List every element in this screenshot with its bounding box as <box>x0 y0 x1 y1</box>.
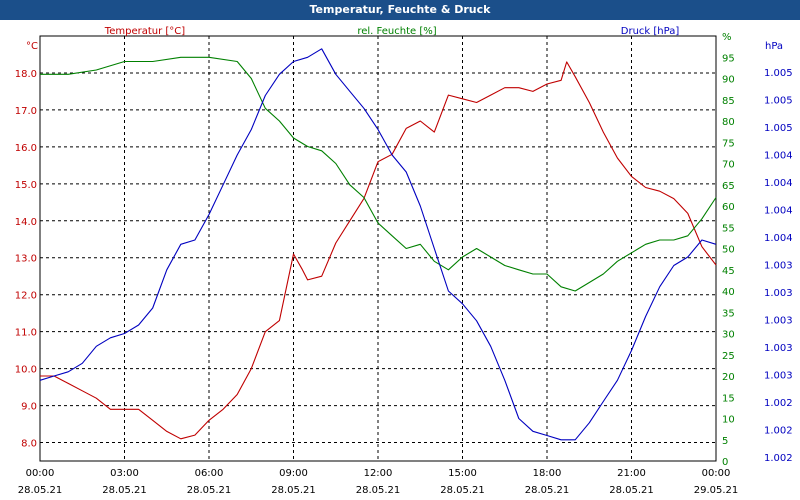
temp-tick-label: 10.0 <box>15 365 37 376</box>
pressure-tick-label: 1.003 <box>764 316 793 327</box>
humidity-tick-label: 85 <box>722 96 735 107</box>
temp-tick-label: 8.0 <box>21 439 37 450</box>
x-tick-time: 12:00 <box>364 468 393 479</box>
x-tick-date: 28.05.21 <box>102 485 147 496</box>
temp-tick-label: 12.0 <box>15 291 37 302</box>
humidity-tick-label: 60 <box>722 202 735 213</box>
x-tick-date: 29.05.21 <box>694 485 739 496</box>
pressure-tick-label: 1.004 <box>764 151 793 162</box>
series-group <box>39 48 717 441</box>
labels-group: 8.0 9.0 10.0 11.0 12.0 13.0 14.0 15.0 16.0 17.0 18… <box>15 26 793 496</box>
temp-tick-label: 14.0 <box>15 217 37 228</box>
x-tick-time: 09:00 <box>279 468 308 479</box>
humidity-tick-label: 0 <box>722 457 728 468</box>
pressure-axis-title: Druck [hPa] <box>621 26 680 37</box>
humidity-tick-label: 50 <box>722 245 735 256</box>
temp-tick-label: 17.0 <box>15 106 37 117</box>
x-tick-time: 03:00 <box>110 468 139 479</box>
humidity-tick-label: 65 <box>722 181 735 192</box>
x-tick-time: 00:00 <box>26 468 55 479</box>
pressure-tick-label: 1.004 <box>764 178 793 189</box>
x-tick-date: 28.05.21 <box>271 485 316 496</box>
humidity-tick-label: 5 <box>722 436 728 447</box>
temp-tick-label: 11.0 <box>15 328 37 339</box>
temp-tick-label: 18.0 <box>15 69 37 80</box>
temperature-line <box>40 61 717 440</box>
humidity-tick-label: 20 <box>722 372 735 383</box>
temp-tick-label: 13.0 <box>15 254 37 265</box>
x-tick-time: 18:00 <box>533 468 562 479</box>
pressure-tick-label: 1.005 <box>764 123 793 134</box>
humidity-tick-label: 90 <box>722 75 735 86</box>
pressure-tick-label: 1.005 <box>764 96 793 107</box>
pressure-tick-label: 1.003 <box>764 343 793 354</box>
humidity-tick-label: 45 <box>722 266 735 277</box>
x-tick-time: 00:00 <box>702 468 731 479</box>
pressure-tick-label: 1.002 <box>764 453 793 464</box>
pressure-tick-label: 1.004 <box>764 206 793 217</box>
humidity-tick-label: 40 <box>722 287 735 298</box>
chart-title: Temperatur, Feuchte & Druck <box>0 0 800 20</box>
pressure-tick-label: 1.004 <box>764 233 793 244</box>
pressure-tick-label: 1.002 <box>764 426 793 437</box>
grid-group <box>39 35 717 462</box>
temp-tick-label: 9.0 <box>21 402 37 413</box>
x-tick-date: 28.05.21 <box>18 485 63 496</box>
x-tick-date: 28.05.21 <box>187 485 232 496</box>
temp-tick-label: 16.0 <box>15 143 37 154</box>
x-tick-time: 21:00 <box>617 468 646 479</box>
humidity-tick-label: 70 <box>722 160 735 171</box>
humidity-tick-label: 95 <box>722 53 735 64</box>
humidity-tick-label: 10 <box>722 415 735 426</box>
humidity-tick-label: 30 <box>722 330 735 341</box>
pressure-tick-label: 1.003 <box>764 288 793 299</box>
humidity-tick-label: 35 <box>722 308 735 319</box>
humidity-tick-label: 15 <box>722 393 735 404</box>
x-tick-date: 28.05.21 <box>525 485 570 496</box>
x-tick-date: 28.05.21 <box>356 485 401 496</box>
x-tick-date: 28.05.21 <box>609 485 654 496</box>
humidity-tick-label: % <box>722 32 732 43</box>
humidity-tick-label: 80 <box>722 117 735 128</box>
pressure-tick-label: 1.005 <box>764 68 793 79</box>
humidity-tick-label: 75 <box>722 138 735 149</box>
humidity-tick-label: 55 <box>722 223 735 234</box>
pressure-unit-label: hPa <box>765 41 783 52</box>
humidity-tick-label: 25 <box>722 351 735 362</box>
humidity-axis-title: rel. Feuchte [%] <box>357 26 436 37</box>
humidity-line <box>40 56 717 292</box>
temp-tick-label: 15.0 <box>15 180 37 191</box>
pressure-tick-label: 1.003 <box>764 371 793 382</box>
x-tick-date: 28.05.21 <box>440 485 485 496</box>
temp-unit-label: °C <box>26 41 38 52</box>
pressure-tick-label: 1.003 <box>764 261 793 272</box>
x-tick-time: 06:00 <box>195 468 224 479</box>
temp-axis-title: Temperatur [°C] <box>104 26 185 37</box>
pressure-tick-label: 1.002 <box>764 398 793 409</box>
x-tick-time: 15:00 <box>448 468 477 479</box>
pressure-line <box>39 48 717 441</box>
